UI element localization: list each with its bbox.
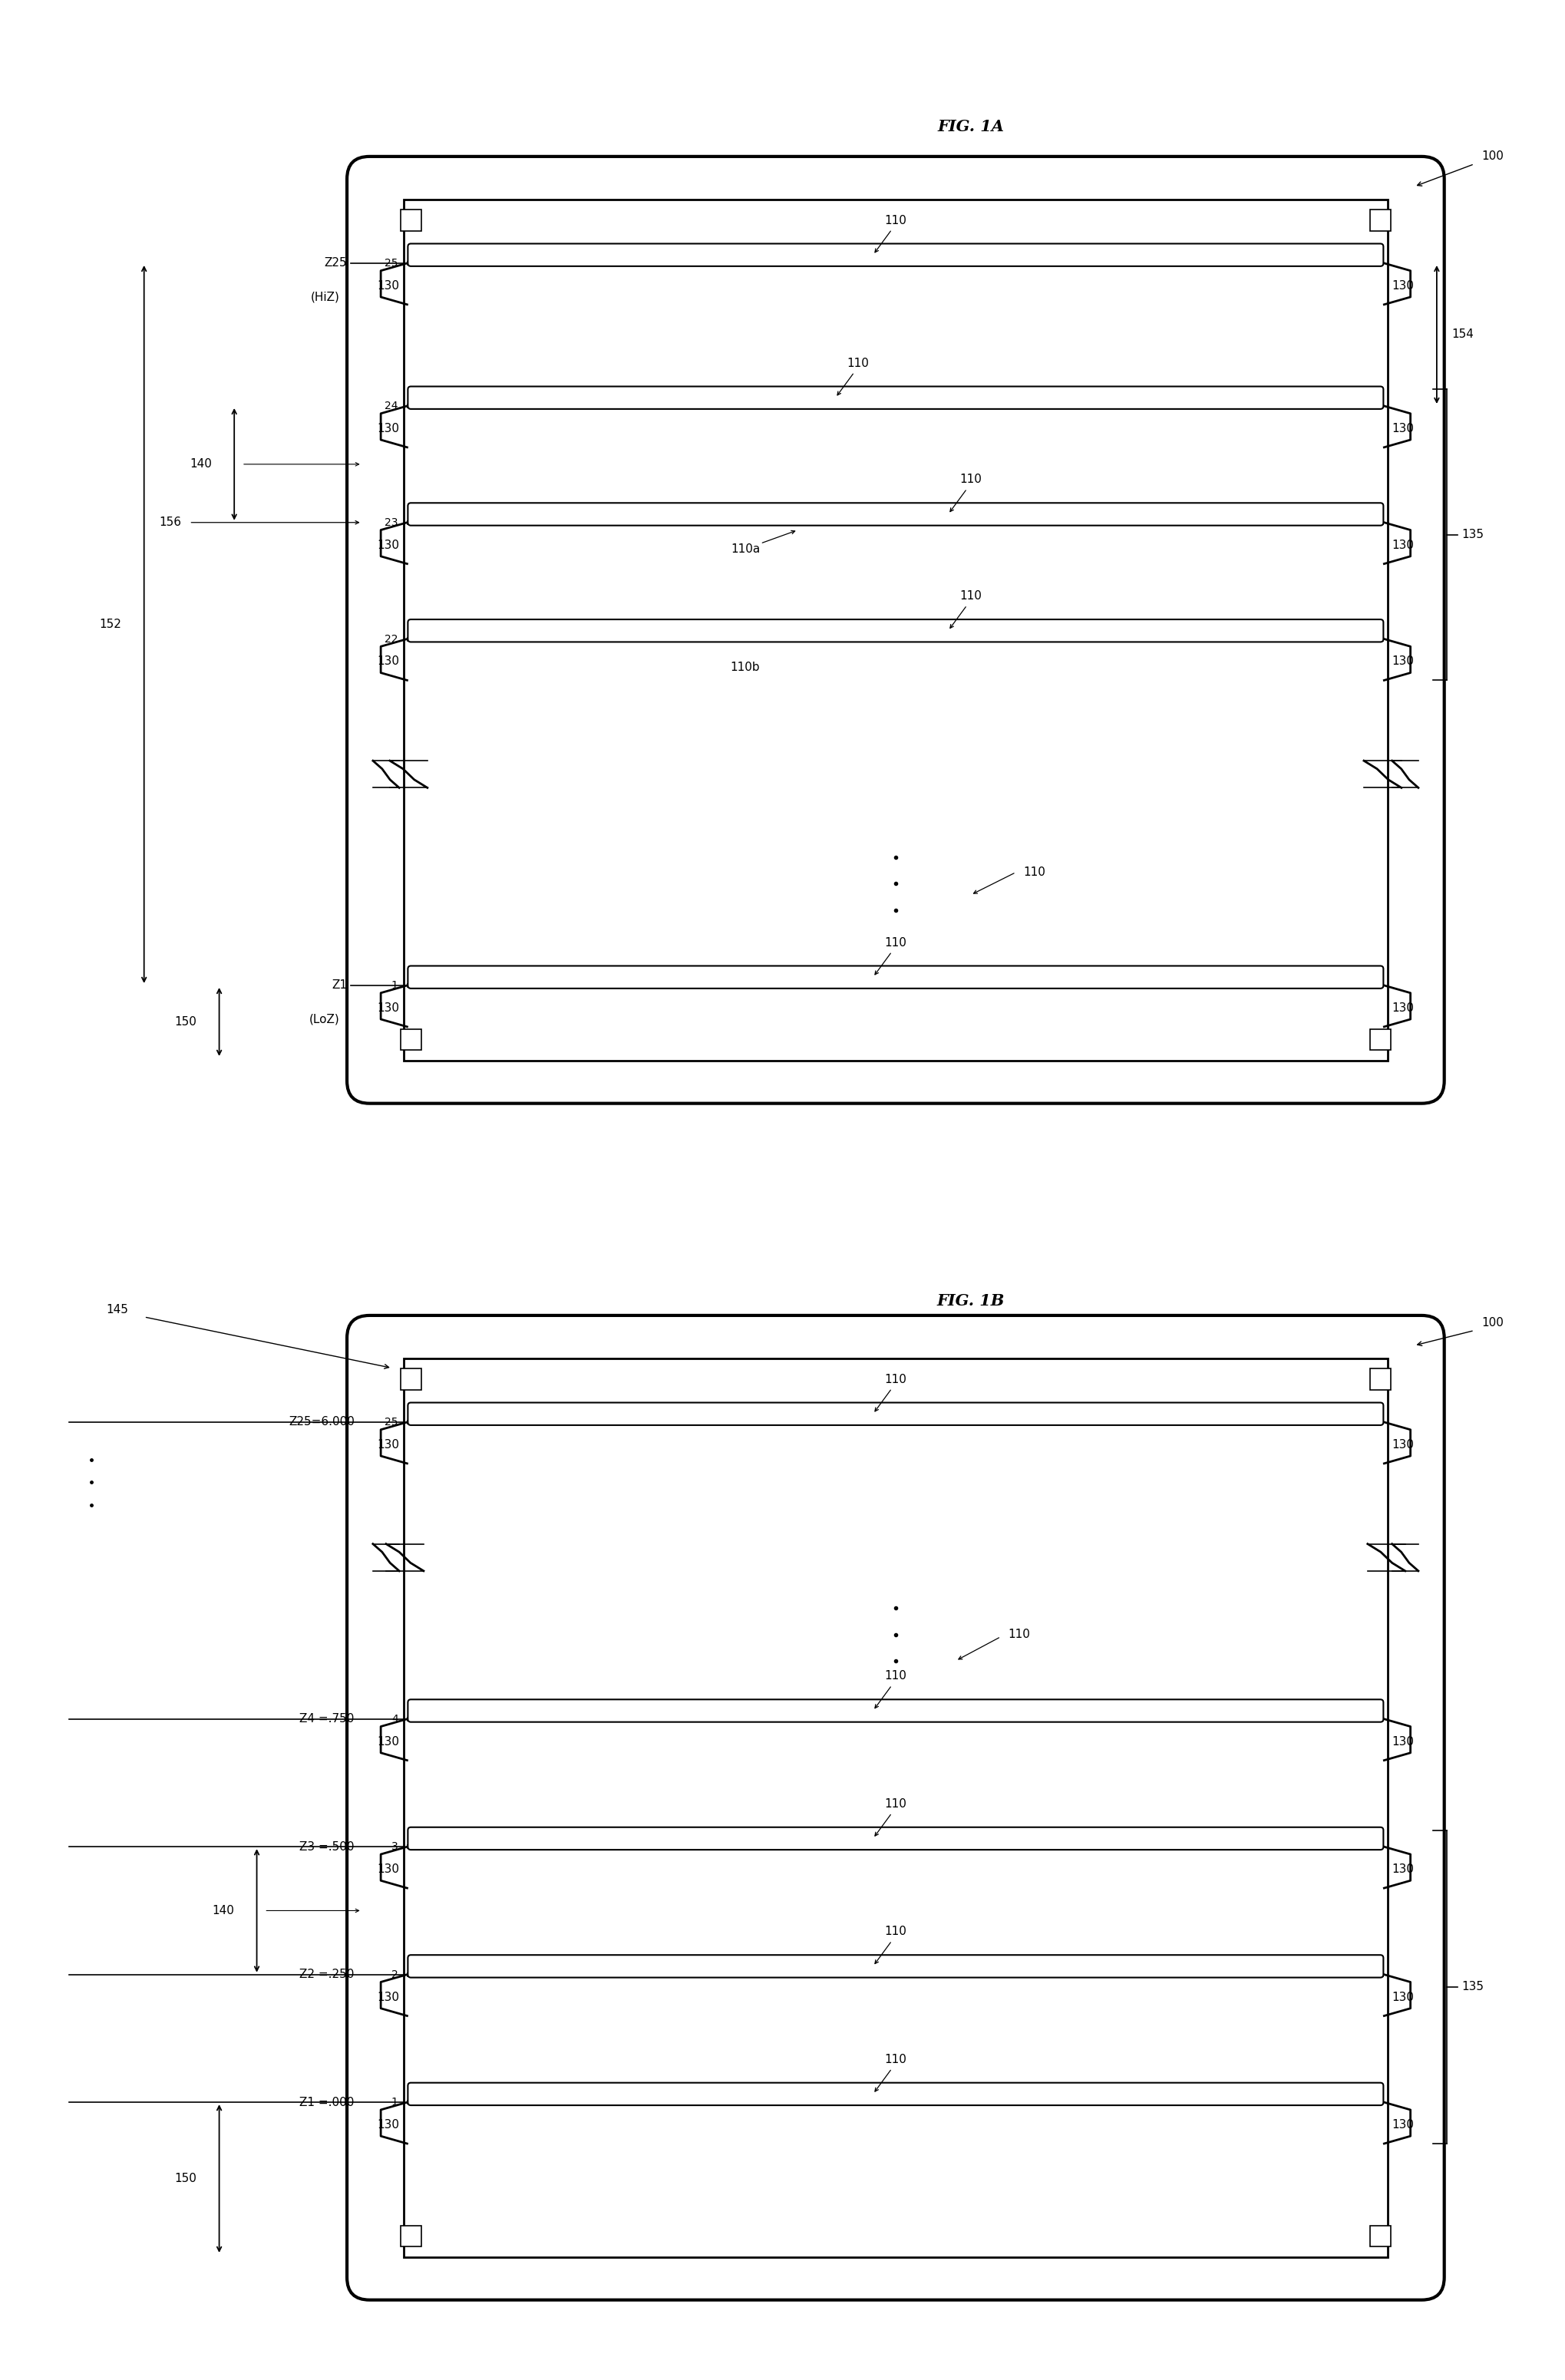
FancyBboxPatch shape bbox=[407, 386, 1383, 409]
Text: 110: 110 bbox=[884, 938, 906, 947]
Bar bbox=[1369, 209, 1390, 231]
Text: 130: 130 bbox=[377, 281, 399, 290]
Text: FIG. 1A: FIG. 1A bbox=[937, 119, 1003, 133]
Bar bbox=[401, 2225, 421, 2247]
Text: 145: 145 bbox=[106, 1304, 128, 1316]
Text: 150: 150 bbox=[174, 1016, 197, 1028]
Text: 2: 2 bbox=[391, 1968, 398, 1980]
Text: (LoZ): (LoZ) bbox=[308, 1014, 340, 1026]
Text: Z2 =.250: Z2 =.250 bbox=[299, 1968, 354, 1980]
Text: 4: 4 bbox=[391, 1714, 398, 1726]
Text: 25: 25 bbox=[385, 1416, 398, 1428]
Text: 110: 110 bbox=[959, 474, 981, 486]
Text: 130: 130 bbox=[1391, 1440, 1413, 1449]
Bar bbox=[1369, 2225, 1390, 2247]
Text: Z4 =.750: Z4 =.750 bbox=[299, 1714, 354, 1726]
Text: 130: 130 bbox=[377, 2118, 399, 2130]
Text: 130: 130 bbox=[1391, 1735, 1413, 1747]
FancyBboxPatch shape bbox=[407, 502, 1383, 526]
Text: 130: 130 bbox=[1391, 1992, 1413, 2004]
Text: 130: 130 bbox=[1391, 657, 1413, 666]
Text: 152: 152 bbox=[99, 619, 122, 631]
Text: 130: 130 bbox=[377, 424, 399, 433]
Text: 24: 24 bbox=[385, 400, 398, 412]
Text: 110: 110 bbox=[884, 1799, 906, 1809]
Text: 110: 110 bbox=[884, 2054, 906, 2066]
Text: 1: 1 bbox=[391, 2097, 398, 2109]
FancyBboxPatch shape bbox=[407, 1828, 1383, 1849]
Text: 130: 130 bbox=[1391, 281, 1413, 290]
Text: 110b: 110b bbox=[731, 662, 759, 674]
Text: 110: 110 bbox=[1024, 866, 1045, 878]
Text: 130: 130 bbox=[1391, 2118, 1413, 2130]
Bar bbox=[1369, 1368, 1390, 1390]
Text: 1: 1 bbox=[391, 981, 398, 990]
Text: 135: 135 bbox=[1460, 528, 1484, 540]
Text: Z1 =.000: Z1 =.000 bbox=[299, 2097, 354, 2109]
Text: Z1: Z1 bbox=[332, 981, 347, 990]
FancyBboxPatch shape bbox=[407, 2082, 1383, 2106]
FancyBboxPatch shape bbox=[407, 1954, 1383, 1978]
Text: 3: 3 bbox=[391, 1842, 398, 1852]
Text: 130: 130 bbox=[377, 540, 399, 550]
FancyBboxPatch shape bbox=[407, 1699, 1383, 1723]
Text: 130: 130 bbox=[377, 1735, 399, 1747]
Text: 110: 110 bbox=[884, 1925, 906, 1937]
Bar bbox=[404, 1359, 1387, 2256]
Text: 130: 130 bbox=[1391, 1864, 1413, 1875]
Text: 154: 154 bbox=[1451, 328, 1473, 340]
Text: 130: 130 bbox=[1391, 540, 1413, 550]
Bar bbox=[404, 200, 1387, 1061]
Text: 150: 150 bbox=[174, 2173, 197, 2185]
FancyBboxPatch shape bbox=[407, 1402, 1383, 1426]
Text: 25: 25 bbox=[385, 257, 398, 269]
Text: (HiZ): (HiZ) bbox=[310, 290, 340, 302]
Text: 130: 130 bbox=[377, 1992, 399, 2004]
Text: 130: 130 bbox=[377, 657, 399, 666]
Bar bbox=[401, 1368, 421, 1390]
Text: 110: 110 bbox=[884, 1373, 906, 1385]
FancyBboxPatch shape bbox=[347, 157, 1443, 1104]
Text: 130: 130 bbox=[377, 1002, 399, 1014]
Text: 156: 156 bbox=[160, 516, 182, 528]
Bar bbox=[1369, 1028, 1390, 1050]
Text: 110: 110 bbox=[1008, 1628, 1030, 1640]
FancyBboxPatch shape bbox=[407, 243, 1383, 267]
Text: 110: 110 bbox=[959, 590, 981, 602]
FancyBboxPatch shape bbox=[407, 966, 1383, 988]
Text: 130: 130 bbox=[377, 1440, 399, 1449]
Text: 110: 110 bbox=[847, 357, 869, 369]
Text: 130: 130 bbox=[377, 1864, 399, 1875]
Text: 110: 110 bbox=[884, 1671, 906, 1683]
Text: 130: 130 bbox=[1391, 424, 1413, 433]
Text: 140: 140 bbox=[211, 1904, 235, 1916]
Text: 100: 100 bbox=[1480, 150, 1504, 162]
Text: FIG. 1B: FIG. 1B bbox=[936, 1292, 1005, 1309]
Text: Z25=6.000: Z25=6.000 bbox=[288, 1416, 354, 1428]
Bar bbox=[401, 209, 421, 231]
Text: Z25: Z25 bbox=[324, 257, 347, 269]
Text: 135: 135 bbox=[1460, 1980, 1484, 1992]
FancyBboxPatch shape bbox=[347, 1316, 1443, 2299]
Text: 130: 130 bbox=[1391, 1002, 1413, 1014]
Text: Z3 =.500: Z3 =.500 bbox=[299, 1842, 354, 1852]
Text: 100: 100 bbox=[1480, 1316, 1504, 1328]
Text: 110: 110 bbox=[884, 214, 906, 226]
Text: 140: 140 bbox=[189, 459, 211, 469]
Bar bbox=[401, 1028, 421, 1050]
Text: 22: 22 bbox=[385, 633, 398, 645]
FancyBboxPatch shape bbox=[407, 619, 1383, 643]
Text: 110a: 110a bbox=[731, 543, 759, 555]
Text: 23: 23 bbox=[385, 516, 398, 528]
